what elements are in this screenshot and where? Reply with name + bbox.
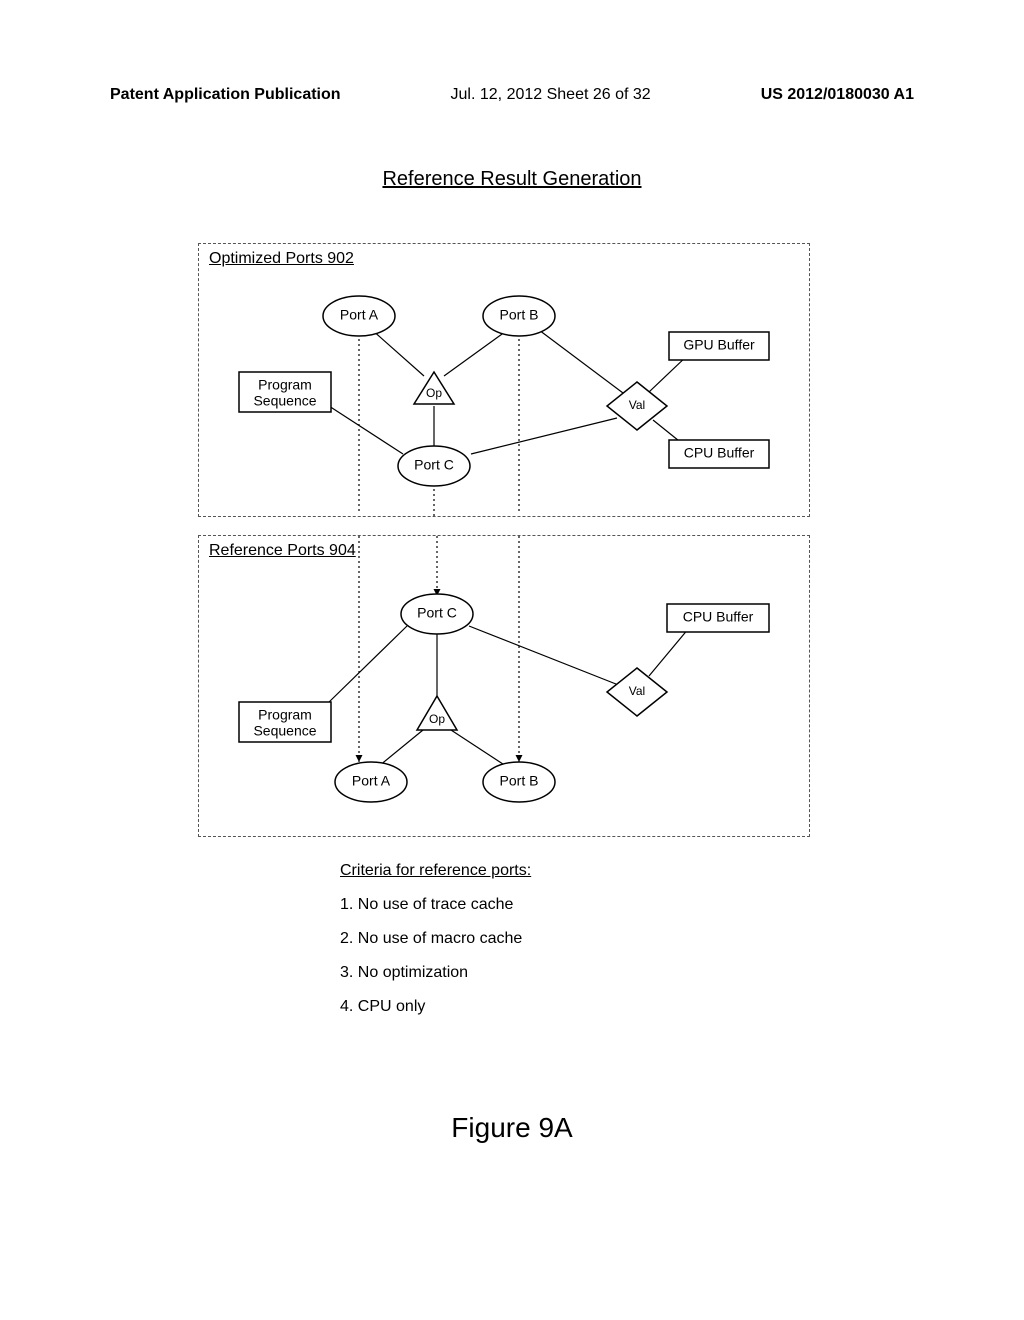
page-title: Reference Result Generation [0, 168, 1024, 191]
prog-seq-l1: Program [258, 377, 312, 393]
op2-label: Op [429, 712, 445, 726]
port-c-label: Port C [414, 457, 454, 473]
port-a2-label: Port A [352, 773, 391, 789]
header-left: Patent Application Publication [110, 86, 341, 104]
criteria-item: 4. CPU only [340, 998, 531, 1016]
gpu-buffer-label: GPU Buffer [683, 337, 755, 353]
port-b-label: Port B [500, 307, 539, 323]
header-middle: Jul. 12, 2012 Sheet 26 of 32 [451, 86, 651, 104]
op-label: Op [426, 386, 442, 400]
criteria-item: 3. No optimization [340, 964, 531, 982]
prog-seq2-l2: Sequence [253, 723, 316, 739]
cpu-buffer-label: CPU Buffer [684, 445, 755, 461]
prog-seq-l2: Sequence [253, 393, 316, 409]
val-label: Val [629, 398, 645, 412]
val2-label: Val [629, 684, 645, 698]
prog-seq2-l1: Program [258, 707, 312, 723]
cpu-buffer2-label: CPU Buffer [683, 609, 754, 625]
optimized-ports-box: Optimized Ports 902 Port A Port B [198, 243, 810, 517]
page-header: Patent Application Publication Jul. 12, … [110, 86, 914, 104]
figure-caption: Figure 9A [0, 1112, 1024, 1144]
port-a-label: Port A [340, 307, 379, 323]
criteria-item: 2. No use of macro cache [340, 930, 531, 948]
criteria-item: 1. No use of trace cache [340, 896, 531, 914]
port-b2-label: Port B [500, 773, 539, 789]
port-c2-label: Port C [417, 605, 457, 621]
optimized-ports-diagram: Port A Port B Op Port C Val Program Sequ… [199, 244, 809, 516]
criteria-heading: Criteria for reference ports: [340, 862, 531, 880]
reference-ports-diagram: Port C Op Val Program Sequence CPU Buffe… [199, 536, 809, 836]
criteria-block: Criteria for reference ports: 1. No use … [340, 862, 531, 1032]
header-right: US 2012/0180030 A1 [761, 86, 914, 104]
reference-ports-box: Reference Ports 904 Port C Op Val [198, 535, 810, 837]
